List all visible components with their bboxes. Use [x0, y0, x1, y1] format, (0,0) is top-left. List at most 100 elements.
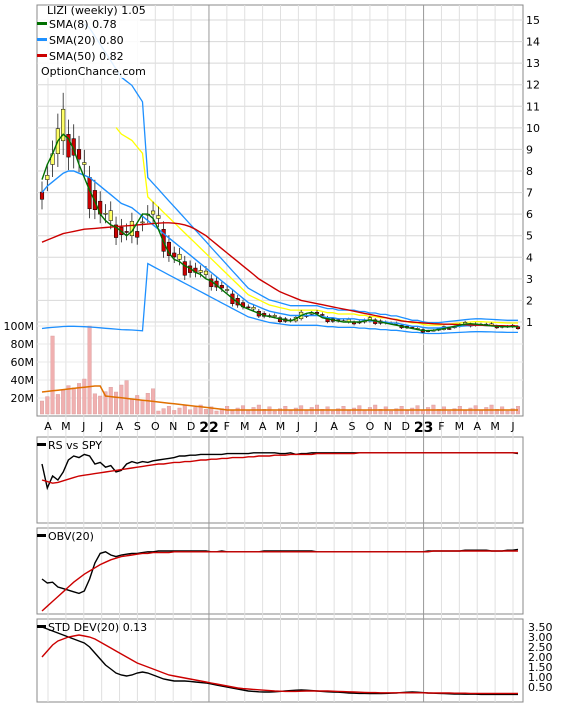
volume-bar [452, 408, 457, 415]
chart-title: LIZI (weekly) 1.05 [47, 4, 146, 17]
candle-body [82, 162, 87, 165]
rs-legend: RS vs SPY [37, 439, 102, 452]
volume-bar [145, 393, 150, 415]
volume-bar [278, 408, 283, 415]
volume-bar [262, 409, 267, 415]
candle-body [45, 175, 50, 180]
volume-bar [378, 409, 383, 415]
legend-swatch-sma20 [37, 38, 47, 41]
candle-body [61, 108, 66, 142]
candle-body [108, 210, 113, 221]
indicator-lines [41, 452, 519, 696]
price-legend: LIZI (weekly) 1.05 SMA(8) 0.78 SMA(20) 0… [37, 4, 146, 78]
obv-legend-swatch [37, 534, 46, 537]
volume-bar [108, 387, 113, 415]
rs-legend-swatch [37, 443, 46, 446]
candle-body [447, 328, 452, 330]
candle-body [135, 231, 140, 238]
price-tick-label: 1 [526, 316, 533, 329]
price-tick-label: 10 [526, 122, 540, 135]
month-tick-label: O [151, 420, 160, 433]
month-tick-label: S [134, 420, 141, 433]
std-tick-label: 2.50 [528, 641, 553, 654]
year-tick-label: 22 [199, 420, 218, 436]
legend-label-sma8: SMA(8) 0.78 [49, 18, 117, 31]
volume-bar [166, 406, 171, 415]
std-title: STD DEV(20) 0.13 [48, 621, 147, 634]
month-tick-label: N [384, 420, 392, 433]
candle-body [272, 315, 277, 317]
candle-body [66, 134, 71, 158]
volume-bar [40, 400, 45, 415]
volume-bar [140, 399, 145, 415]
candle-body [151, 210, 156, 215]
std-average-line [41, 634, 518, 695]
obv-legend: OBV(20) [37, 530, 94, 543]
month-tick-label: M [240, 420, 250, 433]
volume-bar [50, 335, 55, 415]
candle-body [225, 289, 230, 291]
volume-tick-label: 100M [4, 320, 35, 333]
volume-bar [182, 405, 187, 415]
month-tick-label: M [276, 420, 286, 433]
month-tick-label: J [314, 420, 318, 433]
price-tick-label: 4 [526, 251, 533, 264]
volume-bar [235, 407, 240, 415]
volume-bar [114, 391, 119, 415]
price-tick-label: 8 [526, 165, 533, 178]
candle-body [246, 306, 251, 309]
rs-title: RS vs SPY [48, 439, 102, 452]
candle-body [251, 307, 256, 310]
price-tick-label: 11 [526, 100, 540, 113]
volume-tick-label: 40M [11, 374, 35, 387]
volume-bar [352, 407, 357, 415]
volume-bar [66, 385, 71, 415]
volume-bar [71, 387, 76, 415]
month-tick-label: M [455, 420, 465, 433]
candle-body [76, 149, 82, 160]
volume-bar [98, 395, 103, 415]
month-tick-label: J [99, 420, 103, 433]
volume-tick-label: 80M [11, 338, 35, 351]
candle-body [156, 215, 161, 219]
candle-body [314, 312, 320, 314]
month-tick-label: M [490, 420, 500, 433]
price-tick-label: 6 [526, 208, 533, 221]
volume-bar [510, 408, 515, 415]
volume-bar [436, 409, 441, 415]
upper-band-line [83, 23, 518, 324]
month-tick-label: A [44, 420, 52, 433]
std-tick-label: 0.50 [528, 681, 553, 694]
candle-body [177, 253, 182, 260]
volume-bar [188, 409, 193, 415]
price-tick-label: 13 [526, 57, 540, 70]
std-tick-label: 1.50 [528, 661, 553, 674]
volume-bar [119, 384, 124, 415]
volume-bars [40, 325, 521, 415]
volume-tick-label: 60M [11, 356, 35, 369]
month-tick-label: F [224, 420, 230, 433]
std-tick-labels: 0.501.001.502.002.503.003.50 [528, 621, 553, 694]
price-tick-label: 15 [526, 14, 540, 27]
volume-bar [230, 410, 235, 415]
price-tick-label: 2 [526, 294, 533, 307]
x-axis-tick-labels: A M J J A S O N D 22 F M A M J J A S O N D 23 F M A M J [44, 420, 514, 436]
volume-bar [468, 407, 473, 415]
volume-bar [156, 410, 161, 415]
volume-bar [82, 378, 87, 415]
volume-bar [394, 408, 399, 415]
price-tick-label: 14 [526, 36, 540, 49]
price-tick-label: 9 [526, 143, 533, 156]
month-tick-label: D [401, 420, 409, 433]
candle-body [103, 212, 108, 215]
volume-bar [320, 409, 325, 415]
watermark: OptionChance.com [41, 65, 146, 78]
volume-bar [447, 410, 452, 415]
volume-bar [61, 389, 66, 415]
month-tick-label: A [473, 420, 481, 433]
volume-bar [203, 409, 208, 415]
volume-bar [135, 395, 140, 415]
rs-average-line [41, 452, 518, 484]
month-tick-label: D [187, 420, 195, 433]
candle-body [113, 224, 119, 238]
